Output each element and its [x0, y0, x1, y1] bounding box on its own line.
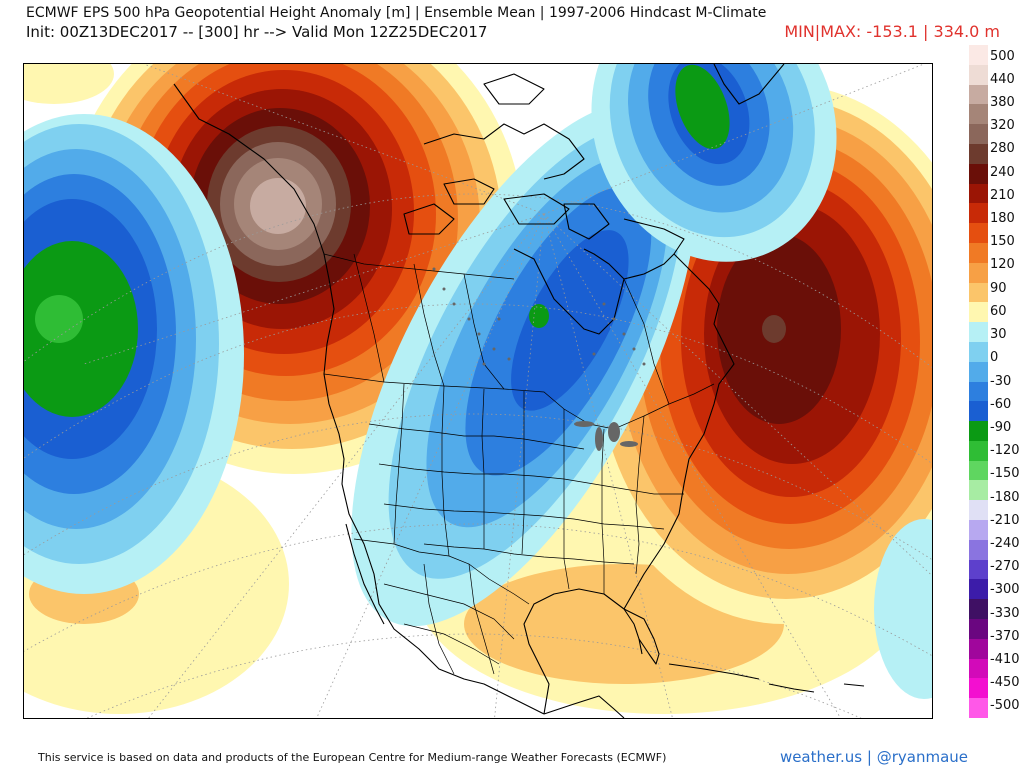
legend-swatch	[969, 45, 988, 66]
legend-swatch	[969, 124, 988, 145]
map-canvas	[24, 64, 932, 718]
legend-swatch	[969, 302, 988, 323]
graticule	[24, 64, 932, 718]
legend-swatch	[969, 638, 988, 660]
map-title: ECMWF EPS 500 hPa Geopotential Height An…	[26, 5, 767, 21]
legend-label: 30	[990, 327, 1007, 343]
legend-swatch	[969, 460, 988, 481]
min-max-readout: MIN|MAX: -153.1 | 334.0 m	[784, 22, 1000, 41]
legend-label: -330	[990, 605, 1020, 621]
legend-swatch	[969, 559, 988, 580]
legend-swatch	[969, 381, 988, 402]
legend-swatch	[969, 282, 988, 303]
legend-label: 440	[990, 71, 1015, 87]
legend-label: 60	[990, 303, 1007, 319]
legend-label: 120	[990, 257, 1015, 273]
legend-swatch	[969, 599, 988, 620]
brand-link[interactable]: weather.us | @ryanmaue	[779, 748, 968, 766]
legend-label: -450	[990, 675, 1020, 691]
legend-swatch	[969, 64, 988, 86]
legend-label: -90	[990, 419, 1012, 435]
legend-swatch	[969, 698, 988, 719]
pacific-trough	[24, 114, 244, 594]
political-borders	[323, 253, 715, 675]
legend-label: -30	[990, 373, 1012, 389]
legend-label: -300	[990, 582, 1020, 598]
greenland-trough	[591, 64, 837, 262]
lakes	[432, 267, 646, 451]
legend-swatch	[969, 163, 988, 185]
coastlines	[173, 64, 865, 718]
legend-swatch	[969, 104, 988, 125]
legend-swatch	[969, 480, 988, 501]
legend-label: -240	[990, 535, 1020, 551]
legend-swatch	[969, 203, 988, 224]
legend-label: 240	[990, 164, 1015, 180]
legend-swatch	[969, 440, 988, 462]
legend-label: 320	[990, 118, 1015, 134]
legend-swatch	[969, 678, 988, 699]
legend-label: -60	[990, 396, 1012, 412]
legend-swatch	[969, 539, 988, 561]
map-subtitle: Init: 00Z13DEC2017 -- [300] hr --> Valid…	[26, 23, 488, 41]
legend-label: -500	[990, 698, 1020, 714]
legend-swatch	[969, 619, 988, 640]
legend-label: 90	[990, 280, 1007, 296]
legend-swatch	[969, 223, 988, 244]
legend-swatch	[969, 341, 988, 363]
legend-label: 150	[990, 234, 1015, 250]
legend-label: -150	[990, 466, 1020, 482]
legend-label: -410	[990, 651, 1020, 667]
legend-label: 0	[990, 350, 999, 366]
legend-swatch	[969, 401, 988, 422]
legend-swatch	[969, 262, 988, 284]
legend-label: -370	[990, 628, 1020, 644]
legend-label: -180	[990, 489, 1020, 505]
legend-label: 500	[990, 48, 1015, 64]
legend-swatch	[969, 658, 988, 679]
legend-swatch	[969, 183, 988, 204]
legend-label: 380	[990, 95, 1015, 111]
legend-swatch	[969, 242, 988, 264]
legend-swatch	[969, 143, 988, 165]
legend-swatch	[969, 500, 988, 521]
legend-swatch	[969, 579, 988, 600]
anomaly-shading	[24, 64, 932, 714]
legend-label: 210	[990, 187, 1015, 203]
legend-label: 180	[990, 211, 1015, 227]
legend-swatch	[969, 520, 988, 541]
legend-swatch	[969, 421, 988, 442]
central-trough	[351, 101, 697, 627]
legend-swatch	[969, 84, 988, 105]
legend-label: -270	[990, 559, 1020, 575]
legend-swatch	[969, 322, 988, 343]
legend-label: -210	[990, 512, 1020, 528]
legend-swatch	[969, 361, 988, 382]
anomaly-map	[23, 63, 933, 719]
legend-label: 280	[990, 141, 1015, 157]
legend-label: -120	[990, 443, 1020, 459]
data-credit: This service is based on data and produc…	[38, 751, 667, 764]
